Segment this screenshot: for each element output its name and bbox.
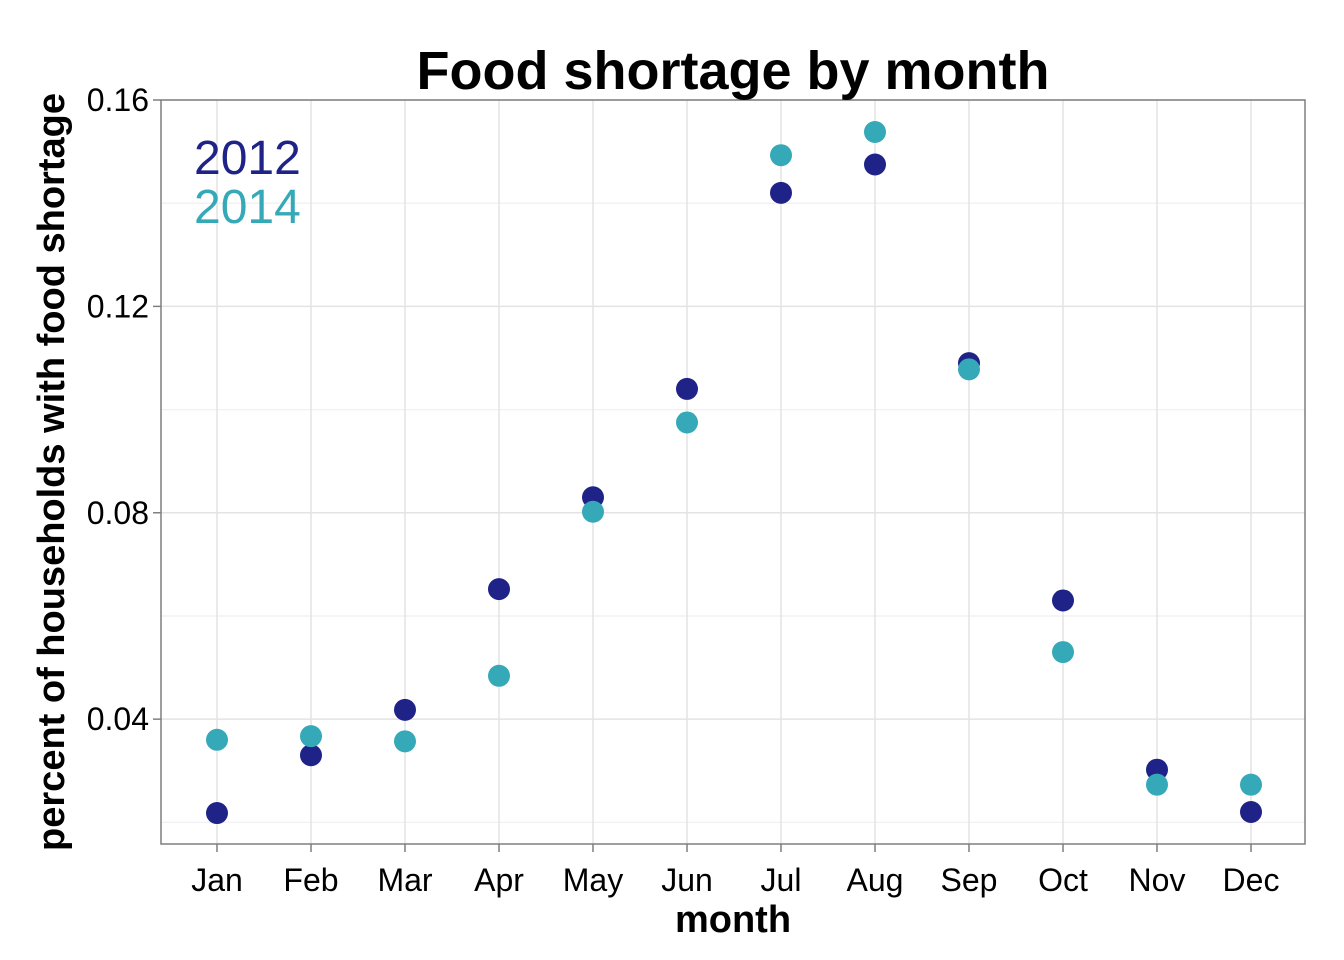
point-2012-jan <box>206 802 228 825</box>
x-tick-label: Jun <box>661 862 713 898</box>
point-2012-jul <box>770 181 792 204</box>
point-2012-aug <box>864 153 886 176</box>
x-tick-label: Dec <box>1223 862 1280 898</box>
x-tick-label: Oct <box>1038 862 1088 898</box>
y-axis-title: percent of households with food shortage <box>31 93 73 851</box>
point-2012-mar <box>394 698 416 721</box>
y-tick-label: 0.04 <box>87 701 149 737</box>
x-tick-label: Apr <box>474 862 524 898</box>
axes: 0.04 0.08 0.12 0.16 Jan Feb Mar Apr May Jun Jul Aug… <box>87 82 1306 898</box>
x-tick-label: Sep <box>941 862 998 898</box>
x-tick-label: Mar <box>377 862 432 898</box>
chart-title: Food shortage by month <box>417 41 1050 101</box>
x-tick-label: May <box>563 862 623 898</box>
point-2014-feb <box>300 725 322 748</box>
y-tick-label: 0.16 <box>87 82 149 118</box>
point-2012-feb <box>300 744 322 767</box>
point-2014-dec <box>1240 773 1262 796</box>
legend-label-2012: 2012 <box>194 132 301 185</box>
y-tick-label: 0.12 <box>87 288 149 324</box>
x-tick-label: Nov <box>1129 862 1186 898</box>
x-tick-label: Aug <box>847 862 904 898</box>
point-2014-oct <box>1052 641 1074 664</box>
point-2014-may <box>582 500 604 523</box>
point-2014-jun <box>676 411 698 434</box>
point-2012-oct <box>1052 589 1074 612</box>
point-2014-apr <box>488 664 510 687</box>
point-2014-jan <box>206 728 228 751</box>
x-axis-title: month <box>675 899 791 941</box>
point-2014-mar <box>394 730 416 753</box>
panel-background <box>161 100 1305 844</box>
y-tick-label: 0.08 <box>87 495 149 531</box>
point-2014-jul <box>770 144 792 167</box>
legend: 2012 2014 <box>194 132 301 234</box>
point-2012-apr <box>488 578 510 601</box>
legend-label-2014: 2014 <box>194 181 301 234</box>
plot-panel <box>161 100 1305 844</box>
point-2014-sep <box>958 358 980 381</box>
x-tick-label: Feb <box>283 862 338 898</box>
x-tick-label: Jul <box>761 862 802 898</box>
grid-lines <box>161 99 1305 844</box>
point-2014-aug <box>864 120 886 143</box>
point-2014-nov <box>1146 773 1168 796</box>
point-2012-jun <box>676 377 698 400</box>
data-points <box>206 120 1262 825</box>
point-2012-dec <box>1240 801 1262 824</box>
panel-border <box>160 99 1306 845</box>
x-tick-label: Jan <box>191 862 243 898</box>
